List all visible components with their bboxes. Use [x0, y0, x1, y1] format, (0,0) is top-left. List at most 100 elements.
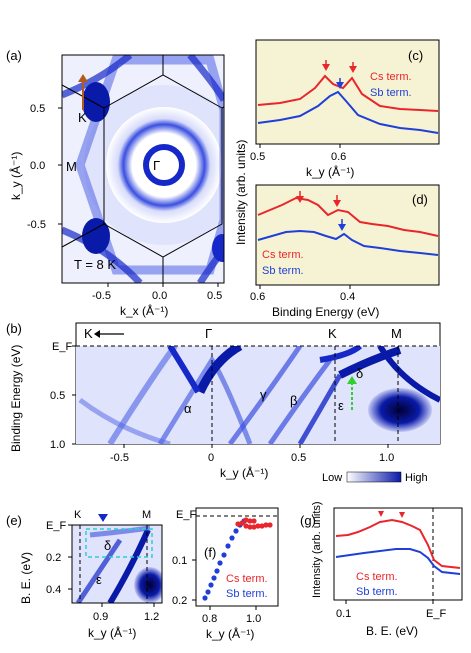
c-curve-sb	[257, 90, 439, 134]
a-ytick-2: -0.5	[27, 219, 46, 231]
f-ytick-0: E_F	[176, 509, 196, 521]
e-ytick-1: 0.2	[46, 552, 61, 564]
arrow-head-icon	[78, 74, 88, 82]
d-curve-cs	[257, 196, 439, 237]
c-xlabel: k_y (Å⁻¹)	[306, 164, 354, 179]
g-legend-sb: Sb term.	[356, 586, 398, 598]
d-legend-cs: Cs term.	[262, 249, 304, 261]
panel-a-label: (a)	[6, 48, 22, 63]
f-legend-cs: Cs term.	[226, 573, 268, 585]
f-point-cs-6	[259, 523, 265, 529]
b-xtick-3: 1.0	[379, 452, 394, 464]
b-top-Gamma: Γ	[205, 326, 212, 341]
g-curve-cs	[335, 518, 461, 569]
e-ytick-2: 0.4	[46, 584, 61, 596]
a-xtick-2: 0.5	[207, 290, 222, 302]
f-point-sb-5	[217, 560, 223, 566]
g-arrow-cs-1-icon	[378, 511, 384, 517]
g-ylabel: Intensity (arb. units)	[311, 501, 323, 598]
b-top-K-left: K	[84, 326, 93, 341]
g-xlabel: B. E. (eV)	[366, 624, 418, 638]
band-epsilon: ε	[338, 398, 344, 413]
f-xtick-1: 1.0	[246, 613, 261, 625]
f-legend-sb: Sb term.	[226, 588, 268, 600]
d-arrow-cs-2-icon	[333, 200, 341, 207]
g-legend-cs: Cs term.	[356, 571, 398, 583]
f-point-cs-4	[251, 524, 257, 530]
c-arrow-sb-icon	[336, 82, 344, 89]
cd-ylabel: Intensity (arb. units)	[234, 140, 248, 245]
c-xtick-1: 0.6	[331, 151, 346, 163]
panel-a-yticks: 0.5 0.0 -0.5	[27, 103, 62, 231]
panel-a: (a) K M Γ T = 8 K	[6, 48, 225, 318]
f-point-cs-5	[255, 523, 261, 529]
g-curve-sb	[335, 548, 461, 575]
colorbar-high: High	[405, 472, 428, 484]
f-point-sb-2	[208, 582, 214, 588]
e-marker-triangle-icon	[98, 514, 108, 522]
f-point-sb-0	[202, 595, 208, 601]
point-M: M	[66, 159, 77, 174]
b-xtick-2: 0.5	[291, 452, 306, 464]
panel-f-label: (f)	[204, 545, 216, 560]
g-xtick-1: E_F	[426, 608, 446, 620]
c-arrow-cs-1-icon	[322, 64, 330, 71]
a-xlabel: k_x (Å⁻¹)	[120, 303, 168, 318]
e-band-epsilon: ε	[96, 572, 102, 587]
f-point-cs-3	[247, 524, 253, 530]
point-K: K	[78, 110, 87, 125]
f-point-cs-top-2	[251, 518, 257, 524]
b-ytick-0: E_F	[52, 341, 72, 353]
f-ytick-1: 0.1	[172, 555, 187, 567]
d-xlabel: Binding Energy (eV)	[272, 305, 379, 319]
b-xtick-0: -0.5	[110, 452, 129, 464]
c-curve-cs	[257, 74, 439, 112]
b-ylabel: Binding Energy (eV)	[9, 345, 23, 452]
b-top-M: M	[391, 326, 402, 341]
f-xlabel: k_y (Å⁻¹)	[206, 626, 254, 641]
c-arrow-cs-2-icon	[349, 66, 357, 73]
band-delta: δ	[356, 366, 363, 381]
f-point-sb-7	[225, 543, 231, 549]
e-highlight-box	[85, 528, 153, 558]
a-ytick-0: 0.5	[30, 103, 45, 115]
f-point-sb-1	[205, 589, 211, 595]
f-point-cs-7	[263, 522, 269, 528]
f-point-sb-4	[214, 568, 220, 574]
fermi-surface-map	[62, 55, 224, 283]
colorbar-low: Low	[322, 472, 342, 484]
e-xtick-1: 1.2	[144, 611, 159, 623]
b-left-arrow-icon	[94, 330, 100, 338]
panel-f: E_F (f) Cs term. Sb term. 0.1 0.2 0.8 1.…	[172, 507, 279, 641]
panel-g-label: (g)	[300, 513, 316, 528]
arpes-dispersion-map	[76, 346, 440, 444]
a-xtick-1: 0.0	[152, 290, 167, 302]
e-ylabel: B. E. (eV)	[19, 552, 33, 604]
b-ytick-2: 1.0	[50, 439, 65, 451]
b-top-K: K	[328, 326, 337, 341]
f-ytick-2: 0.2	[172, 595, 187, 607]
f-point-cs-top-0	[243, 517, 249, 523]
g-arrow-cs-2-icon	[399, 512, 405, 518]
d-legend-sb: Sb term.	[262, 265, 304, 277]
f-point-sb-8	[229, 535, 235, 541]
panel-c: (c) Cs term. Sb term. 0.5 0.6 k_y (Å⁻¹)	[250, 39, 440, 179]
panel-d-label: (d)	[412, 192, 428, 207]
panel-d: (d) Cs term. Sb term. 0.6 0.4 Binding En…	[250, 184, 440, 319]
f-point-cs-8	[267, 522, 273, 528]
d-curve-sb	[257, 229, 439, 256]
e-xtick-0: 0.9	[93, 611, 108, 623]
panel-c-label: (c)	[408, 48, 423, 63]
f-scatter-points	[202, 517, 273, 601]
e-top-M: M	[142, 509, 151, 521]
f-point-sb-3	[211, 575, 217, 581]
g-xtick-0: 0.1	[336, 608, 351, 620]
c-legend-cs: Cs term.	[370, 71, 412, 83]
a-ylabel: k_y (Å⁻¹)	[8, 152, 23, 200]
f-xtick-0: 0.8	[202, 613, 217, 625]
a-ytick-1: 0.0	[30, 160, 45, 172]
f-point-sb-6	[221, 552, 227, 558]
f-point-cs-1	[239, 520, 245, 526]
panel-c-frame	[255, 39, 440, 145]
d-arrow-cs-1-icon	[296, 196, 304, 203]
